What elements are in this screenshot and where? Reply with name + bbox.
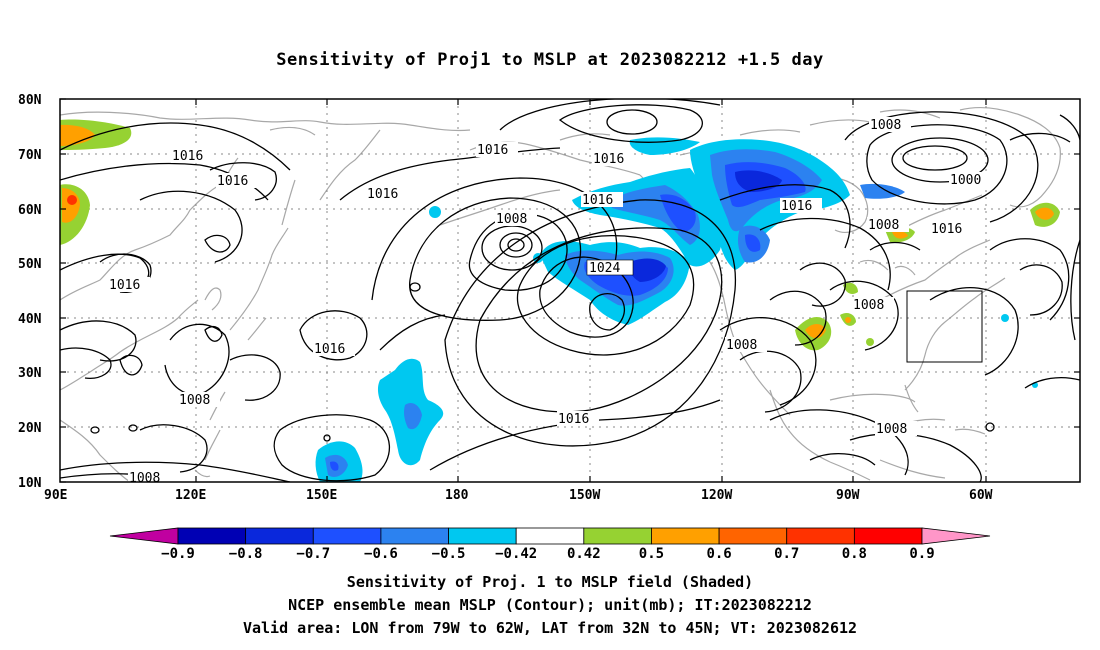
svg-text:1016: 1016 bbox=[558, 412, 589, 427]
colorbar-label: −0.9 bbox=[161, 546, 195, 562]
latitude-labels: 80N 70N 60N 50N 40N 30N 20N 10N bbox=[18, 93, 42, 491]
svg-text:1008: 1008 bbox=[129, 471, 160, 486]
svg-text:1016: 1016 bbox=[931, 222, 962, 237]
colorbar-swatch bbox=[177, 527, 247, 545]
lon-label: 180 bbox=[445, 488, 469, 503]
lon-label: 120W bbox=[701, 488, 732, 503]
lat-label: 10N bbox=[18, 476, 42, 491]
contour-label: 1016 bbox=[108, 277, 150, 293]
contour-label: 1016 bbox=[366, 186, 408, 202]
contour-label: 1016 bbox=[930, 221, 972, 237]
contour-label: 1016 bbox=[592, 151, 634, 167]
colorbar-max-arrow bbox=[921, 527, 991, 545]
colorbar-label: 0.9 bbox=[909, 546, 934, 562]
colorbar-label: 0.42 bbox=[567, 546, 601, 562]
colorbar-swatch bbox=[786, 527, 855, 545]
svg-text:1016: 1016 bbox=[477, 143, 508, 158]
plot-frame bbox=[59, 98, 1081, 483]
contour-label: 1008 bbox=[128, 471, 170, 486]
colorbar-swatch bbox=[312, 527, 382, 545]
contour-label: 1008 bbox=[495, 211, 537, 227]
colorbar-label: −0.5 bbox=[432, 546, 466, 562]
lon-label: 90E bbox=[44, 488, 67, 503]
colorbar-label: −0.8 bbox=[229, 546, 263, 562]
lat-label: 30N bbox=[18, 366, 42, 381]
lon-label: 150W bbox=[569, 488, 600, 503]
coastlines bbox=[60, 106, 1061, 482]
colorbar: −0.9 −0.8 −0.7 −0.6 −0.5 −0.42 0.42 0.5 0.6 0.7 0.… bbox=[109, 527, 991, 562]
colorbar-swatch bbox=[380, 527, 449, 545]
colorbar-swatch bbox=[718, 527, 788, 545]
svg-text:1024: 1024 bbox=[589, 261, 620, 276]
contour-label: 1000 bbox=[949, 172, 991, 188]
contour-label: 1016 bbox=[476, 142, 518, 158]
colorbar-min-arrow bbox=[109, 527, 179, 545]
svg-text:1008: 1008 bbox=[496, 212, 527, 227]
svg-text:1008: 1008 bbox=[876, 422, 907, 437]
contour-label: 1016 bbox=[171, 148, 213, 164]
svg-text:1016: 1016 bbox=[593, 152, 624, 167]
lon-label: 150E bbox=[306, 488, 337, 503]
colorbar-label: 0.5 bbox=[639, 546, 664, 562]
lat-label: 50N bbox=[18, 257, 42, 272]
map-title: Sensitivity of Proj1 to MSLP at 20230822… bbox=[276, 50, 824, 70]
contour-label: 1008 bbox=[852, 297, 894, 313]
caption-line-1: Sensitivity of Proj. 1 to MSLP field (Sh… bbox=[346, 573, 754, 591]
lat-label: 80N bbox=[18, 93, 42, 108]
colorbar-label: −0.6 bbox=[364, 546, 398, 562]
contour-labels: 1016 1016 1016 1016 1016 1016 1016 1016 … bbox=[108, 117, 991, 486]
contour-label: 1016 bbox=[780, 198, 822, 214]
svg-text:1008: 1008 bbox=[868, 218, 899, 233]
lon-label: 120E bbox=[175, 488, 206, 503]
colorbar-swatch bbox=[515, 527, 585, 545]
lon-label: 60W bbox=[969, 488, 993, 503]
lat-label: 70N bbox=[18, 148, 42, 163]
lon-label: 90W bbox=[836, 488, 860, 503]
colorbar-label: −0.42 bbox=[495, 546, 537, 562]
contour-label: 1008 bbox=[178, 392, 220, 408]
colorbar-label: −0.7 bbox=[296, 546, 330, 562]
contour-label: 1016 bbox=[216, 173, 258, 189]
colorbar-label: 0.7 bbox=[774, 546, 799, 562]
contour-label: 1016 bbox=[313, 341, 355, 357]
colorbar-swatch bbox=[448, 527, 517, 545]
caption-line-3: Valid area: LON from 79W to 62W, LAT fro… bbox=[242, 619, 858, 637]
lat-label: 20N bbox=[18, 421, 42, 436]
colorbar-swatch bbox=[853, 527, 923, 545]
tick-marks bbox=[60, 98, 1080, 483]
longitude-labels: 90E 120E 150E 180 150W 120W 90W 60W bbox=[44, 488, 993, 503]
contour-label: 1008 bbox=[875, 421, 917, 437]
lat-label: 40N bbox=[18, 312, 42, 327]
mslp-contours bbox=[60, 99, 1080, 482]
svg-text:1016: 1016 bbox=[109, 278, 140, 293]
lat-label: 60N bbox=[18, 203, 42, 218]
contour-label: 1008 bbox=[725, 337, 767, 353]
contour-label: 1024 bbox=[586, 259, 634, 276]
svg-text:1008: 1008 bbox=[853, 298, 884, 313]
contour-label: 1016 bbox=[557, 411, 599, 427]
svg-text:1000: 1000 bbox=[950, 173, 981, 188]
svg-text:1016: 1016 bbox=[367, 187, 398, 202]
svg-text:1008: 1008 bbox=[726, 338, 757, 353]
colorbar-swatch bbox=[583, 527, 652, 545]
contour-label: 1008 bbox=[869, 117, 911, 133]
svg-text:1016: 1016 bbox=[781, 199, 812, 214]
colorbar-swatch bbox=[651, 527, 720, 545]
colorbar-label: 0.8 bbox=[842, 546, 867, 562]
svg-text:1008: 1008 bbox=[179, 393, 210, 408]
contour-label: 1008 bbox=[867, 217, 909, 233]
svg-text:1016: 1016 bbox=[582, 193, 613, 208]
svg-text:1016: 1016 bbox=[172, 149, 203, 164]
svg-text:1016: 1016 bbox=[217, 174, 248, 189]
contour-label: 1016 bbox=[581, 192, 623, 208]
colorbar-swatch bbox=[245, 527, 314, 545]
caption-line-2: NCEP ensemble mean MSLP (Contour); unit(… bbox=[288, 596, 812, 614]
valid-area-box bbox=[906, 290, 983, 363]
svg-text:1008: 1008 bbox=[870, 118, 901, 133]
svg-text:1016: 1016 bbox=[314, 342, 345, 357]
colorbar-label: 0.6 bbox=[706, 546, 731, 562]
